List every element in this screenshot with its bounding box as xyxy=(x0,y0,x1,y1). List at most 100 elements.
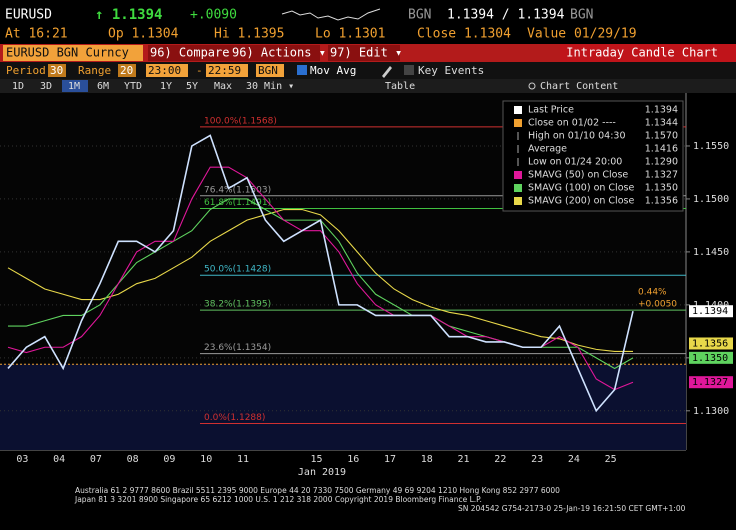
legend-value: 1.1344 xyxy=(645,118,678,129)
end-label-box xyxy=(689,351,733,364)
legend-name: SMAVG (50) on Close xyxy=(528,170,628,181)
fib-label: 76.4%(1.1503) xyxy=(204,185,271,195)
x-tick-label: 04 xyxy=(53,454,65,465)
range-button[interactable]: 5Y xyxy=(186,81,198,92)
lower-region xyxy=(0,364,686,450)
setting-range[interactable]: 20 xyxy=(120,64,133,77)
x-axis-label: Jan 2019 xyxy=(298,467,346,478)
chart-content-button[interactable]: Chart Content xyxy=(540,81,618,92)
series-line xyxy=(7,134,634,413)
fib-label: 0.0%(1.1288) xyxy=(204,413,265,423)
legend-name: SMAVG (200) on Close xyxy=(528,196,634,207)
legend-swatch xyxy=(514,106,522,114)
input-box[interactable] xyxy=(206,64,248,77)
last-price: ↑ 1.1394 xyxy=(95,7,162,23)
x-tick-label: 25 xyxy=(605,454,617,465)
x-tick-label: 08 xyxy=(127,454,139,465)
fib-label: 23.6%(1.1354) xyxy=(204,343,271,353)
legend-value: 1.1350 xyxy=(645,183,678,194)
setting-source[interactable]: BGN xyxy=(258,64,278,77)
y-tick-label: 1.1550 xyxy=(693,141,729,152)
end-label-box xyxy=(689,376,733,389)
input-box[interactable] xyxy=(118,64,136,77)
security[interactable]: EURUSD BGN Curncy xyxy=(6,46,129,60)
setting-period[interactable]: 30 xyxy=(50,64,63,77)
legend-value: 1.1290 xyxy=(645,157,678,168)
range-button[interactable]: 6M xyxy=(97,81,109,92)
footer-line: Australia 61 2 9777 8600 Brazil 5511 239… xyxy=(75,486,560,495)
security-box[interactable] xyxy=(3,45,143,61)
legend-value: 1.1327 xyxy=(645,170,678,181)
range-selected xyxy=(62,80,88,92)
menu-item[interactable]: 97) Edit ▾ xyxy=(330,46,402,60)
legend-swatch xyxy=(514,197,522,205)
menu-item[interactable]: 96) Compare xyxy=(150,46,229,60)
menu-item[interactable]: 96) Actions ▾ xyxy=(232,46,326,60)
quote-low: Lo 1.1301 xyxy=(315,27,385,42)
x-tick-label: 17 xyxy=(384,454,396,465)
checkbox[interactable] xyxy=(297,65,307,75)
quote-close: Close 1.1304 xyxy=(417,27,511,42)
menu-button[interactable] xyxy=(148,45,238,61)
legend-value: 1.1416 xyxy=(645,144,678,155)
range-button[interactable]: 30 Min ▾ xyxy=(246,81,294,92)
menu-button[interactable] xyxy=(230,45,320,61)
legend-value: 1.1394 xyxy=(645,105,678,116)
fib-label: 38.2%(1.1395) xyxy=(204,300,271,310)
footer-line: Japan 81 3 3201 8900 Singapore 65 6212 1… xyxy=(74,495,482,504)
setting-mov-avg: Mov Avg xyxy=(310,64,356,77)
view-bar xyxy=(560,44,736,62)
end-label-box xyxy=(689,337,733,350)
legend-swatch xyxy=(514,119,522,127)
x-tick-label: 18 xyxy=(421,454,433,465)
source: BGN xyxy=(570,8,593,23)
setting-period-label: Period xyxy=(6,64,46,77)
setting-from[interactable]: 23:00 xyxy=(148,64,181,77)
y-tick-label: 1.1500 xyxy=(693,194,729,205)
legend-name: Last Price xyxy=(528,105,574,116)
x-tick-label: 15 xyxy=(310,454,322,465)
end-label-box xyxy=(689,305,733,318)
setting-to[interactable]: 22:59 xyxy=(208,64,241,77)
sparkline xyxy=(281,8,381,21)
legend-name: High on 01/10 04:30 xyxy=(528,131,625,142)
gear-icon[interactable] xyxy=(528,82,536,90)
legend-value: 1.1570 xyxy=(645,131,678,142)
x-tick-label: 23 xyxy=(531,454,543,465)
legend-swatch xyxy=(514,171,522,179)
input-box[interactable] xyxy=(48,64,66,77)
input-box[interactable] xyxy=(256,64,284,77)
change: +.0090 xyxy=(190,8,237,23)
range-button[interactable]: 1Y xyxy=(160,81,172,92)
x-tick-label: 21 xyxy=(458,454,470,465)
legend-name: Low on 01/24 20:00 xyxy=(528,157,622,168)
range-button[interactable]: Max xyxy=(214,81,232,92)
fib-label: 61.8%(1.1491) xyxy=(204,198,271,208)
quote-open: Op 1.1304 xyxy=(108,27,179,42)
bid-ask: 1.1394 / 1.1394 xyxy=(447,8,565,23)
range-button[interactable]: YTD xyxy=(124,81,142,92)
checkbox[interactable] xyxy=(404,65,414,75)
quote-at: At 16:21 xyxy=(5,27,68,42)
x-tick-label: 24 xyxy=(568,454,580,465)
legend-name: Close on 01/02 ---- xyxy=(528,118,616,129)
input-box[interactable] xyxy=(146,64,188,77)
range-button[interactable]: 1D xyxy=(12,81,24,92)
end-label: 1.1327 xyxy=(692,377,728,388)
x-tick-label: 09 xyxy=(163,454,175,465)
x-tick-label: 10 xyxy=(200,454,212,465)
end-label: 1.1356 xyxy=(692,338,728,349)
table-button[interactable]: Table xyxy=(385,81,415,92)
source: BGN xyxy=(408,8,431,23)
series-line xyxy=(7,208,633,353)
setting-range-label: Range xyxy=(78,64,111,77)
x-tick-label: 16 xyxy=(347,454,359,465)
quote-high: Hi 1.1395 xyxy=(214,27,284,42)
range-button[interactable]: 1M xyxy=(68,81,80,92)
view-title: Intraday Candle Chart xyxy=(566,46,718,60)
menu-button[interactable] xyxy=(328,45,400,61)
setting-dash: - xyxy=(196,64,203,77)
legend-box xyxy=(502,100,684,212)
range-button[interactable]: 3D xyxy=(40,81,52,92)
